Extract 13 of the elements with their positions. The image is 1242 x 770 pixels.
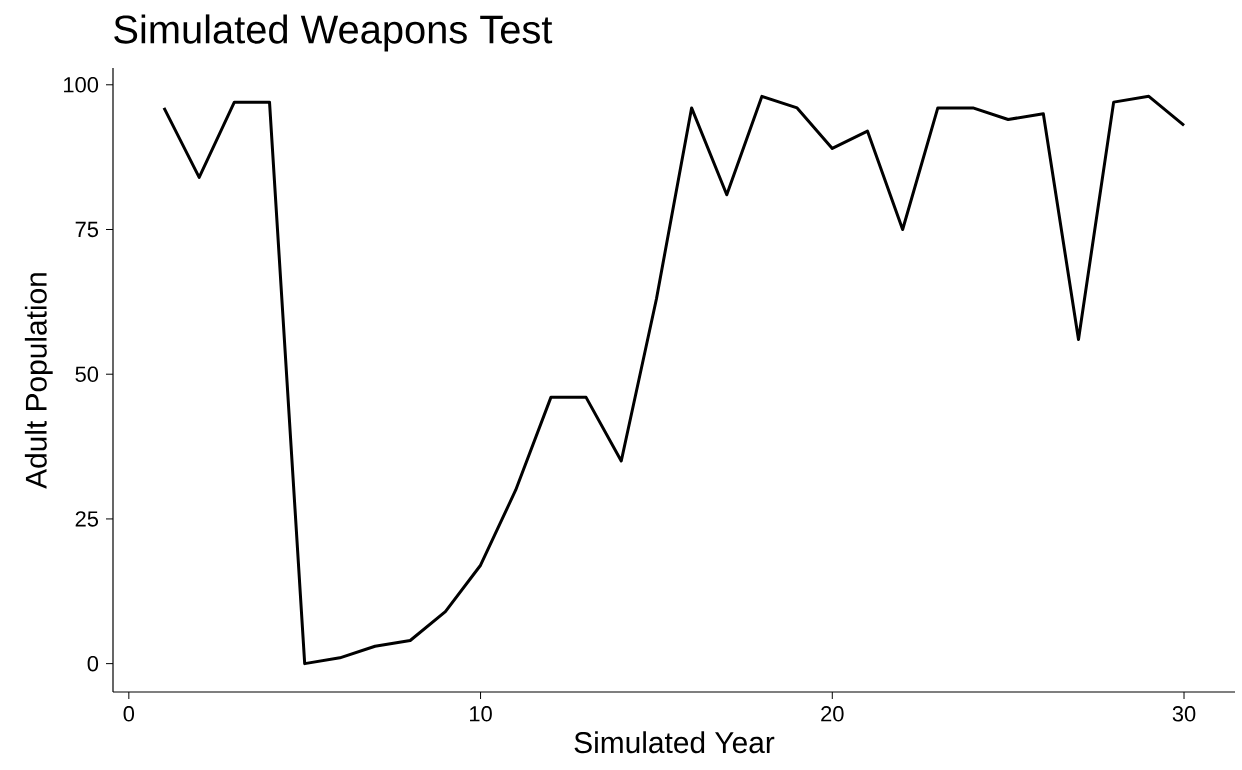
x-axis-title: Simulated Year bbox=[574, 731, 775, 754]
line-series bbox=[162, 94, 1186, 666]
x-tick-label: 30 bbox=[1172, 706, 1196, 722]
y-tick-label: 100 bbox=[64, 77, 99, 93]
y-tick-label: 25 bbox=[75, 511, 99, 527]
x-tick-label: 10 bbox=[470, 706, 492, 722]
y-tick-label: 50 bbox=[75, 366, 99, 382]
y-tick-label: 0 bbox=[87, 655, 99, 672]
x-tick-label: 20 bbox=[821, 706, 844, 722]
y-tick-label: 75 bbox=[75, 221, 99, 238]
x-tick-label: 0 bbox=[123, 706, 135, 722]
chart-title: Simulated Weapons Test bbox=[114, 14, 553, 52]
y-axis-title: Adult Population bbox=[24, 273, 53, 489]
